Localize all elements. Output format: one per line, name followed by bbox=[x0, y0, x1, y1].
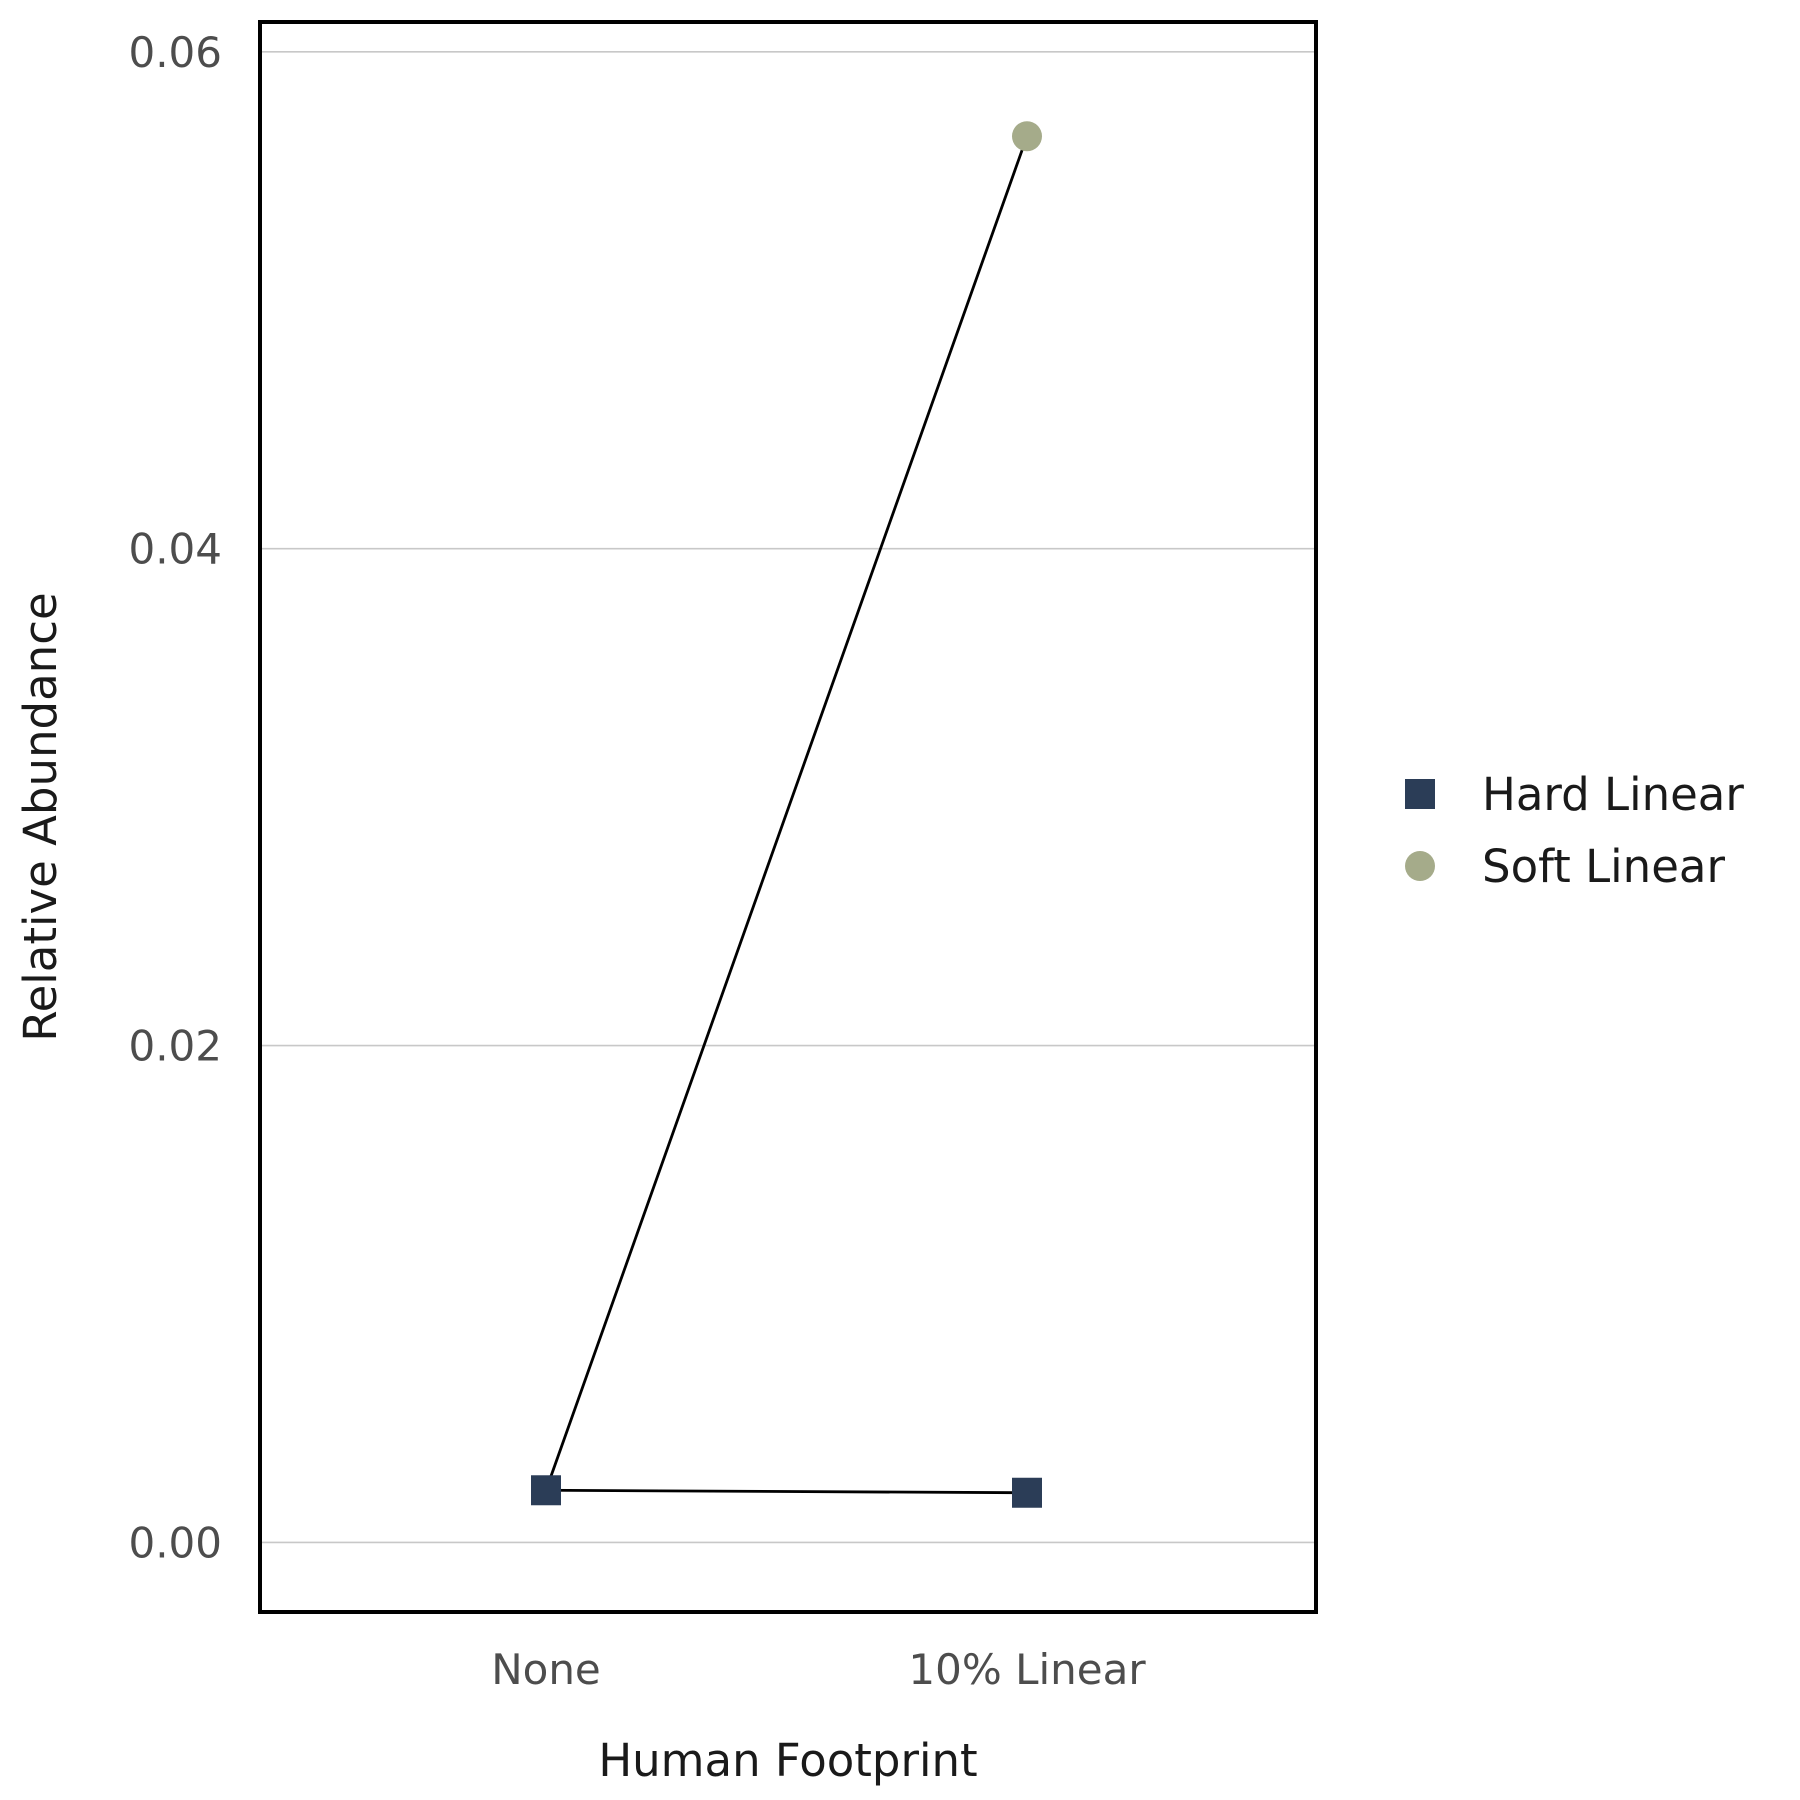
y-axis-title: Relative Abundance bbox=[14, 592, 67, 1041]
x-axis-title: Human Footprint bbox=[598, 1734, 977, 1787]
y-tick-label: 0.00 bbox=[128, 1518, 222, 1567]
connector-line bbox=[545, 1488, 1028, 1495]
plot-panel-border bbox=[258, 20, 1318, 1614]
point-soft-linear bbox=[1012, 121, 1042, 152]
legend-key-soft-linear bbox=[1405, 851, 1435, 881]
legend-label-hard-linear: Hard Linear bbox=[1482, 768, 1744, 821]
legend: Hard Linear Soft Linear bbox=[1405, 768, 1744, 893]
x-tick-label: 10% Linear bbox=[908, 1645, 1146, 1694]
y-tick-label: 0.04 bbox=[128, 525, 222, 574]
x-tick-labels: None 10% Linear bbox=[491, 1645, 1146, 1694]
connector-line bbox=[544, 135, 1029, 1491]
point-hard-linear bbox=[1012, 1477, 1042, 1508]
y-tick-label: 0.02 bbox=[128, 1022, 222, 1071]
connector-lines bbox=[544, 135, 1029, 1495]
grid-lines bbox=[260, 51, 1316, 1544]
legend-label-soft-linear: Soft Linear bbox=[1482, 840, 1725, 893]
y-tick-label: 0.06 bbox=[128, 28, 222, 77]
point-hard-linear bbox=[531, 1475, 561, 1506]
legend-key-hard-linear bbox=[1405, 779, 1435, 809]
x-tick-label: None bbox=[491, 1645, 601, 1694]
data-points bbox=[531, 121, 1042, 1508]
y-tick-labels: 0.00 0.02 0.04 0.06 bbox=[128, 28, 222, 1568]
